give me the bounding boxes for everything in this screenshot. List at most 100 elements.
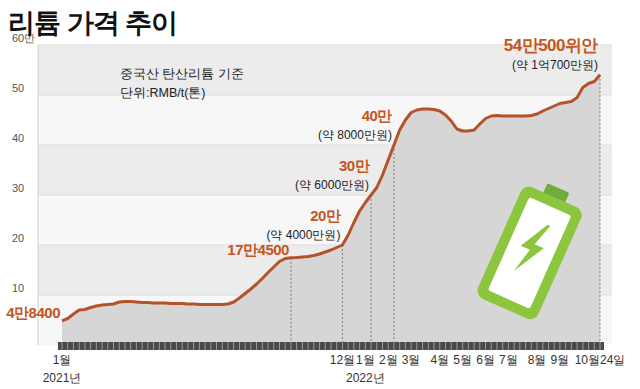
x-tick <box>210 342 211 350</box>
x-tick-label: 4월 <box>430 353 449 367</box>
x-tick <box>531 342 532 350</box>
x-tick <box>130 342 131 350</box>
x-tick <box>285 342 286 350</box>
annotation: (약 1억700만원) <box>512 58 598 72</box>
x-tick <box>268 342 269 350</box>
x-tick <box>90 342 91 350</box>
x-tick-label-line: 9월 <box>551 353 570 367</box>
x-tick <box>84 342 85 350</box>
x-tick <box>514 342 515 350</box>
x-tick <box>491 342 492 350</box>
x-tick <box>67 342 68 350</box>
x-tick <box>542 342 543 350</box>
x-tick <box>245 342 246 350</box>
x-tick <box>331 342 332 350</box>
value-label: 54만500위안 <box>504 36 599 55</box>
x-tick-label-line: 3월 <box>402 353 421 367</box>
x-tick-label: 1월 2021년 <box>43 353 82 385</box>
annotation: (약 6000만원) <box>295 178 369 192</box>
x-tick <box>525 342 526 350</box>
drop-line <box>393 145 394 345</box>
subtitle: 중국산 탄산리튬 기준 <box>120 67 244 81</box>
value-label: 30만 <box>339 157 370 174</box>
x-tick <box>273 342 274 350</box>
x-tick <box>319 342 320 350</box>
x-tick-label-line: 5월 <box>453 353 472 367</box>
drop-line <box>342 245 343 345</box>
x-tick <box>571 342 572 350</box>
x-tick <box>508 342 509 350</box>
x-tick <box>113 342 114 350</box>
x-tick <box>73 342 74 350</box>
x-tick-label-line: 8월 <box>528 353 547 367</box>
x-tick-label: 5월 <box>453 353 472 367</box>
x-tick <box>79 342 80 350</box>
x-tick-label: 7월 <box>499 353 518 367</box>
x-tick-label: 2월 <box>379 353 398 367</box>
x-tick <box>353 342 354 350</box>
x-tick-label-line: 1월 <box>356 353 375 367</box>
x-tick <box>371 342 372 350</box>
x-tick <box>62 342 63 350</box>
x-tick <box>153 342 154 350</box>
x-tick-label: 6월 <box>476 353 495 367</box>
x-tick <box>302 342 303 350</box>
x-tick-label: 9월 <box>551 353 570 367</box>
x-tick <box>165 342 166 350</box>
x-tick <box>376 342 377 350</box>
x-tick <box>290 342 291 350</box>
x-tick <box>365 342 366 350</box>
battery-body <box>475 184 585 322</box>
x-tick-label-line: 2021년 <box>43 371 82 385</box>
x-tick <box>496 342 497 350</box>
x-tick <box>159 342 160 350</box>
x-tick <box>170 342 171 350</box>
x-tick <box>411 342 412 350</box>
y-tick-label: 40 <box>12 132 24 144</box>
x-tick <box>222 342 223 350</box>
x-tick <box>142 342 143 350</box>
x-tick-label-line: 1월 <box>53 353 72 367</box>
data-group <box>62 75 600 345</box>
x-tick <box>565 342 566 350</box>
x-tick <box>468 342 469 350</box>
drop-line <box>371 195 372 345</box>
x-tick <box>588 342 589 350</box>
background <box>0 0 640 389</box>
x-tick <box>359 342 360 350</box>
x-tick-label: 12월 <box>330 353 355 367</box>
x-tick <box>250 342 251 350</box>
value-label: 20만 <box>310 207 341 224</box>
x-tick <box>519 342 520 350</box>
drop-line <box>290 258 291 345</box>
x-tick-label-line: 10월24일 <box>575 353 626 367</box>
x-tick <box>428 342 429 350</box>
value-label: 40만 <box>362 107 393 124</box>
x-tick <box>405 342 406 350</box>
x-tick <box>600 342 601 350</box>
x-tick <box>393 342 394 350</box>
x-tick <box>227 342 228 350</box>
x-tick <box>96 342 97 350</box>
x-tick <box>479 342 480 350</box>
x-tick-label-line: 2월 <box>379 353 398 367</box>
x-tick <box>434 342 435 350</box>
subtitle: 단위:RMB/t(톤) <box>120 86 206 100</box>
x-tick-label-line: 4월 <box>430 353 449 367</box>
battery-icon <box>475 175 589 322</box>
x-tick <box>456 342 457 350</box>
y-axis-line <box>38 45 39 345</box>
value-label: 17만4500 <box>227 241 289 258</box>
x-tick <box>107 342 108 350</box>
x-tick <box>136 342 137 350</box>
x-tick <box>233 342 234 350</box>
chart-root: 102030405060만1월2021년12월1월2022년2월3월4월5월6월… <box>0 0 640 389</box>
x-tick <box>325 342 326 350</box>
x-tick <box>182 342 183 350</box>
x-tick-label-line: 6월 <box>476 353 495 367</box>
x-tick <box>262 342 263 350</box>
x-tick <box>313 342 314 350</box>
x-tick <box>205 342 206 350</box>
x-tick <box>348 342 349 350</box>
x-tick-label: 3월 <box>402 353 421 367</box>
